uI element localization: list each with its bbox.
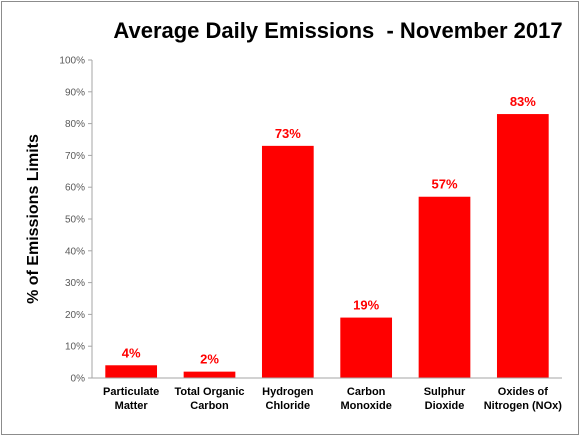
y-tick-label: 90% bbox=[65, 87, 85, 98]
data-label: 4% bbox=[122, 345, 141, 360]
chart-title: Average Daily Emissions - November 2017 bbox=[113, 18, 562, 43]
x-category-label: Dioxide bbox=[425, 400, 465, 412]
y-tick-label: 100% bbox=[59, 56, 85, 67]
y-tick-label: 80% bbox=[65, 119, 85, 130]
y-axis-ticks: 0% 10% 20% 30% 40% 50% 60% 70% 80% 90% 100% bbox=[59, 56, 92, 385]
data-labels: 4% 2% 73% 19% 57% 83% bbox=[122, 94, 537, 367]
x-category-label: Hydrogen bbox=[262, 386, 314, 398]
y-tick-label: 50% bbox=[65, 215, 85, 226]
bar bbox=[340, 317, 393, 378]
x-category-label: Particulate bbox=[103, 386, 159, 398]
x-category-label: Nitrogen (NOx) bbox=[484, 400, 563, 412]
y-tick-label: 10% bbox=[65, 342, 85, 353]
bar bbox=[105, 365, 158, 378]
y-tick-label: 20% bbox=[65, 310, 85, 321]
x-category-label: Carbon bbox=[190, 400, 229, 412]
bar bbox=[496, 114, 549, 378]
data-label: 2% bbox=[200, 352, 219, 367]
data-label: 83% bbox=[510, 94, 536, 109]
y-tick-label: 60% bbox=[65, 183, 85, 194]
y-tick-label: 70% bbox=[65, 151, 85, 162]
x-category-label: Chloride bbox=[266, 400, 311, 412]
y-tick-label: 30% bbox=[65, 278, 85, 289]
x-category-label: Matter bbox=[115, 400, 149, 412]
bar bbox=[418, 196, 471, 378]
bars bbox=[105, 114, 549, 378]
y-tick-label: 0% bbox=[71, 374, 86, 385]
x-category-label: Carbon bbox=[347, 386, 386, 398]
bar bbox=[261, 145, 314, 378]
x-category-label: Oxides of bbox=[498, 386, 548, 398]
x-category-label: Sulphur bbox=[424, 386, 466, 398]
data-label: 57% bbox=[431, 177, 457, 192]
y-tick-label: 40% bbox=[65, 246, 85, 257]
data-label: 73% bbox=[275, 126, 301, 141]
bar bbox=[183, 371, 236, 378]
x-category-label: Monoxide bbox=[340, 400, 391, 412]
x-axis-categories: Particulate Matter Total Organic Carbon Hydr… bbox=[103, 386, 562, 412]
data-label: 19% bbox=[353, 298, 379, 313]
y-axis-label: % of Emissions Limits bbox=[25, 134, 42, 304]
x-category-label: Total Organic bbox=[174, 386, 244, 398]
